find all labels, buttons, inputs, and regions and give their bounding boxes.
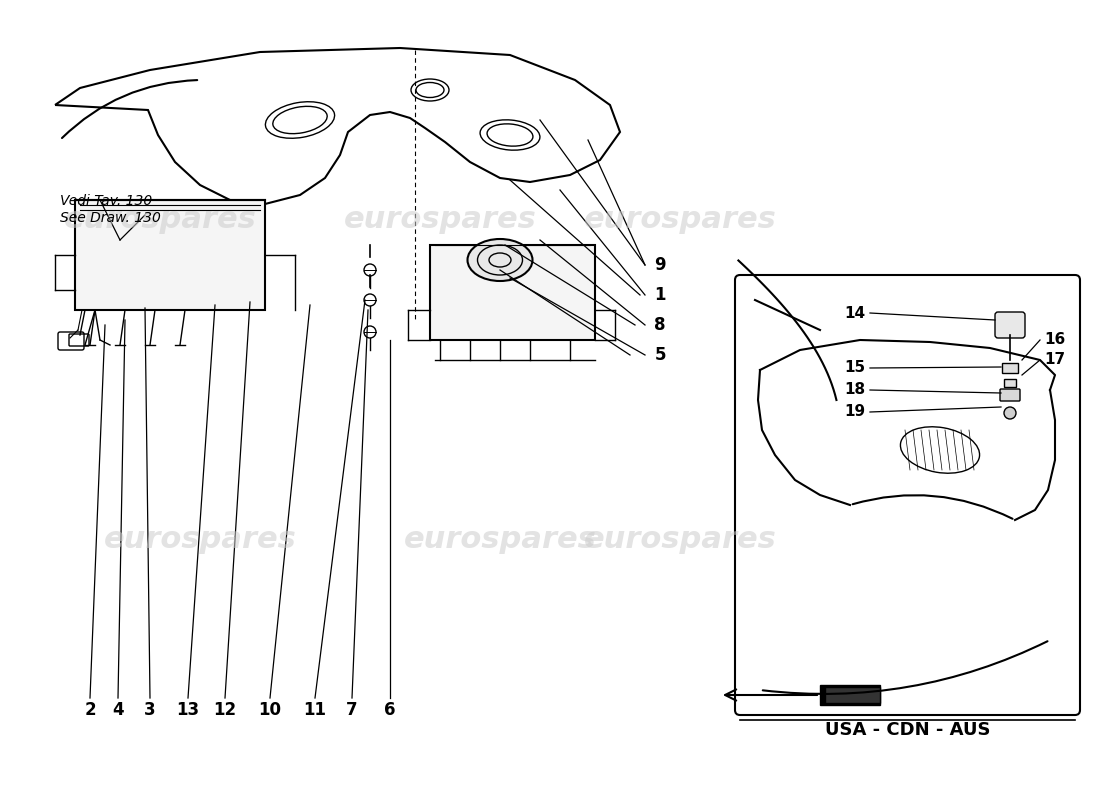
Text: 19: 19 [845,405,866,419]
Circle shape [1004,407,1016,419]
Text: 15: 15 [845,361,866,375]
Text: 5: 5 [654,346,666,364]
Text: 3: 3 [144,701,156,719]
Text: eurospares: eurospares [584,206,777,234]
FancyBboxPatch shape [735,275,1080,715]
FancyBboxPatch shape [430,245,595,340]
FancyBboxPatch shape [996,312,1025,338]
Text: 16: 16 [1044,333,1066,347]
FancyBboxPatch shape [1000,389,1020,401]
Text: eurospares: eurospares [64,206,256,234]
FancyBboxPatch shape [1004,379,1016,387]
Text: 2: 2 [85,701,96,719]
Text: 17: 17 [1044,353,1066,367]
Ellipse shape [468,239,532,281]
Text: 10: 10 [258,701,282,719]
Text: eurospares: eurospares [103,526,296,554]
Text: 9: 9 [654,256,666,274]
Text: 1: 1 [654,286,666,304]
Bar [820,685,880,705]
Text: Vedi Tav. 130: Vedi Tav. 130 [60,194,152,208]
Text: 13: 13 [176,701,199,719]
Text: USA - CDN - AUS: USA - CDN - AUS [825,721,990,739]
Text: 7: 7 [346,701,358,719]
Text: eurospares: eurospares [404,526,596,554]
Text: eurospares: eurospares [584,526,777,554]
Text: eurospares: eurospares [343,206,537,234]
Text: See Draw. 130: See Draw. 130 [60,211,161,225]
Text: 11: 11 [304,701,327,719]
Text: 8: 8 [654,316,666,334]
Text: 6: 6 [384,701,396,719]
Text: 14: 14 [845,306,866,321]
FancyBboxPatch shape [75,200,265,310]
Text: 12: 12 [213,701,236,719]
Text: 4: 4 [112,701,124,719]
FancyBboxPatch shape [825,687,880,703]
FancyBboxPatch shape [1002,363,1018,373]
Text: 18: 18 [845,382,866,398]
